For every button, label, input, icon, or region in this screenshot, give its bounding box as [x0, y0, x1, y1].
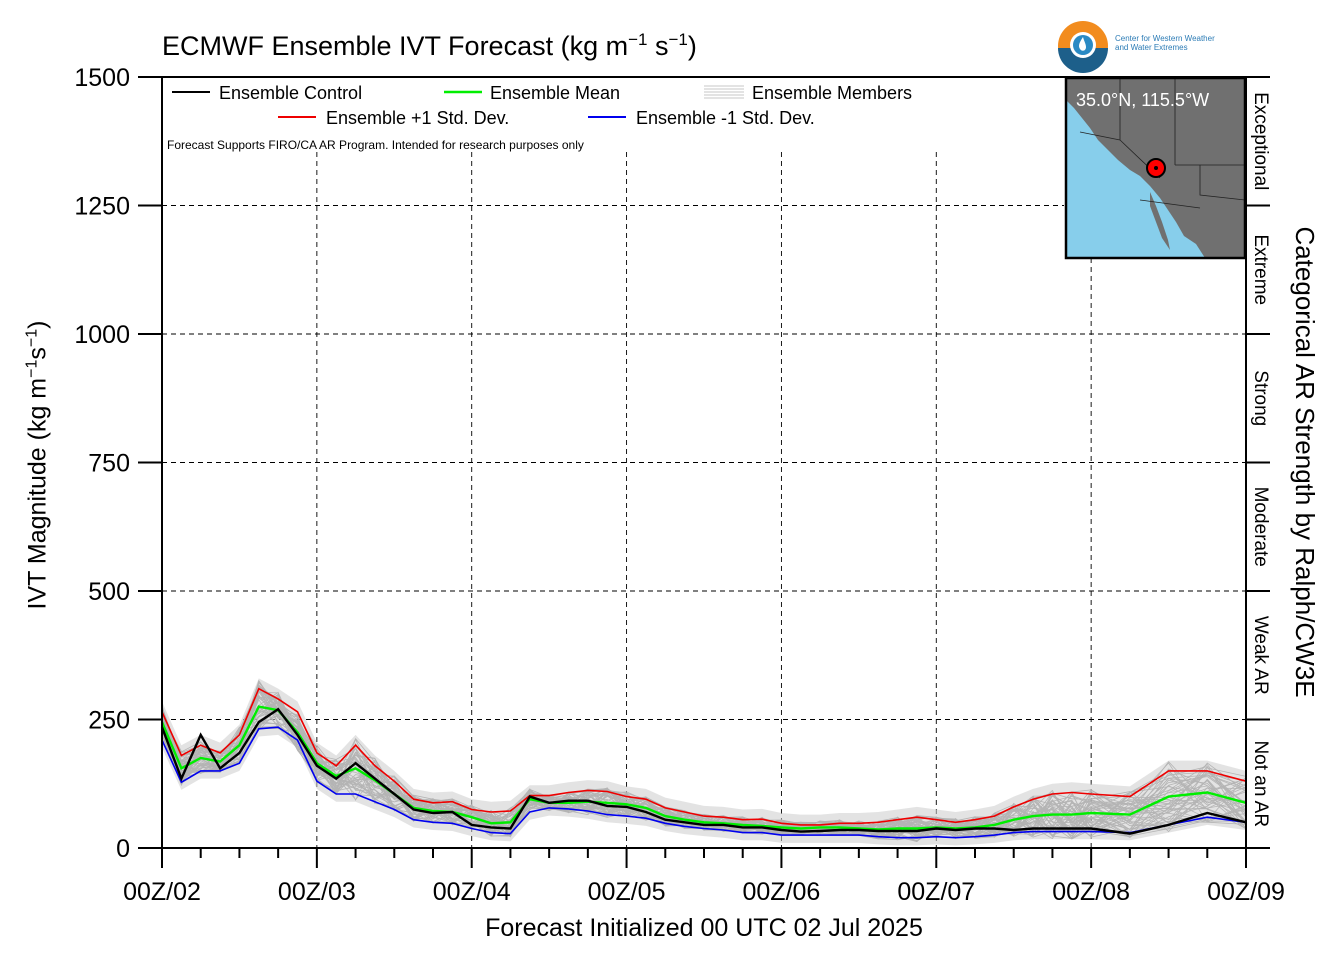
ensemble-member-line: [161, 696, 1247, 843]
x-tick-label: 00Z/06: [743, 878, 821, 906]
ar-category-label: Extreme: [1250, 234, 1271, 305]
inset-coordinates: 35.0°N, 115.5°W: [1076, 90, 1210, 110]
y-tick-label: 250: [88, 707, 130, 735]
inset-borders: [1079, 78, 1246, 209]
cw3e-logo: [1058, 21, 1108, 73]
legend-label-mean: Ensemble Mean: [490, 83, 620, 103]
x-tick-label: 00Z/09: [1207, 878, 1285, 906]
series-line-ensemble-1-std-dev-: [161, 726, 1247, 839]
ar-category-label: Strong: [1250, 370, 1271, 426]
legend-label-plus-std: Ensemble +1 Std. Dev.: [326, 108, 509, 128]
ensemble-members: [161, 679, 1247, 843]
y-tick-label: 750: [88, 450, 130, 478]
x-tick-label: 00Z/02: [123, 878, 201, 906]
y-tick-label: 0: [116, 835, 130, 863]
y-tick-label: 1500: [74, 64, 130, 92]
chart-title: ECMWF Ensemble IVT Forecast (kg m−1 s−1): [162, 30, 697, 61]
y-tick-label: 1000: [74, 321, 130, 349]
legend: Ensemble Control Ensemble Mean Ensemble Me…: [167, 83, 912, 152]
x-tick-label: 00Z/04: [433, 878, 511, 906]
x-tick-label: 00Z/08: [1052, 878, 1130, 906]
location-marker-center: [1154, 166, 1158, 170]
legend-label-control: Ensemble Control: [219, 83, 362, 103]
ar-category-label: Exceptional: [1250, 92, 1271, 190]
y-tick-label: 1250: [74, 193, 130, 221]
ar-category-label: Weak AR: [1250, 616, 1271, 695]
right-axis-label: Categorical AR Strength by Ralph/CW3E: [1290, 226, 1320, 697]
series-layer: [160, 687, 1247, 839]
logo-text: Center for Western Weather and Water Ext…: [1115, 34, 1215, 52]
ensemble-member-line: [161, 695, 1247, 837]
ensemble-member-line: [161, 684, 1247, 839]
legend-label-minus-std: Ensemble -1 Std. Dev.: [636, 108, 815, 128]
inset-frame: [1064, 76, 1247, 260]
y-tick-label: 500: [88, 578, 130, 606]
x-tick-label: 00Z/05: [588, 878, 666, 906]
series-line-ensemble-1-std-dev-: [161, 687, 1247, 826]
axes-layer: 0 250 500 750 1000 1250 1500 00Z/02 00Z/03 00Z/04…: [74, 64, 1320, 942]
research-note: Forecast Supports FIRO/CA AR Program. In…: [167, 138, 584, 152]
ar-category-label: Not an AR: [1250, 740, 1271, 827]
x-tick-label: 00Z/03: [278, 878, 356, 906]
series-line-ensemble-control: [160, 707, 1247, 835]
grid-layer: [162, 152, 1246, 848]
x-axis-label: Forecast Initialized 00 UTC 02 Jul 2025: [485, 914, 923, 942]
x-tick-label: 00Z/07: [897, 878, 975, 906]
location-inset-map: [1064, 76, 1247, 260]
inset-baja: [1150, 192, 1170, 250]
ar-category-label: Moderate: [1250, 487, 1271, 567]
series-line-ensemble-mean: [160, 705, 1247, 831]
legend-label-members: Ensemble Members: [752, 83, 912, 103]
